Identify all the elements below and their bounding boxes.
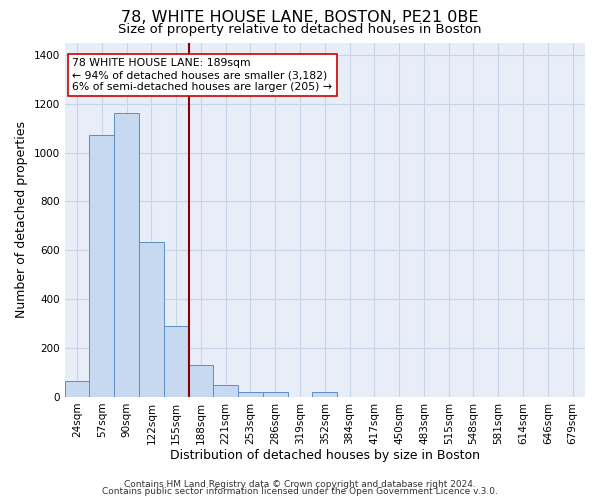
Text: 78 WHITE HOUSE LANE: 189sqm
← 94% of detached houses are smaller (3,182)
6% of s: 78 WHITE HOUSE LANE: 189sqm ← 94% of det… xyxy=(73,58,332,92)
Bar xyxy=(188,365,214,397)
Text: Contains public sector information licensed under the Open Government Licence v.: Contains public sector information licen… xyxy=(102,488,498,496)
Bar xyxy=(214,384,238,397)
Bar xyxy=(114,114,139,397)
Text: Size of property relative to detached houses in Boston: Size of property relative to detached ho… xyxy=(118,22,482,36)
Bar xyxy=(139,242,164,397)
Text: 78, WHITE HOUSE LANE, BOSTON, PE21 0BE: 78, WHITE HOUSE LANE, BOSTON, PE21 0BE xyxy=(121,10,479,25)
Bar xyxy=(89,136,114,397)
Bar xyxy=(164,326,188,397)
Bar xyxy=(65,381,89,397)
Y-axis label: Number of detached properties: Number of detached properties xyxy=(15,121,28,318)
Bar xyxy=(238,392,263,397)
Bar xyxy=(313,392,337,397)
X-axis label: Distribution of detached houses by size in Boston: Distribution of detached houses by size … xyxy=(170,450,480,462)
Bar xyxy=(263,392,287,397)
Text: Contains HM Land Registry data © Crown copyright and database right 2024.: Contains HM Land Registry data © Crown c… xyxy=(124,480,476,489)
